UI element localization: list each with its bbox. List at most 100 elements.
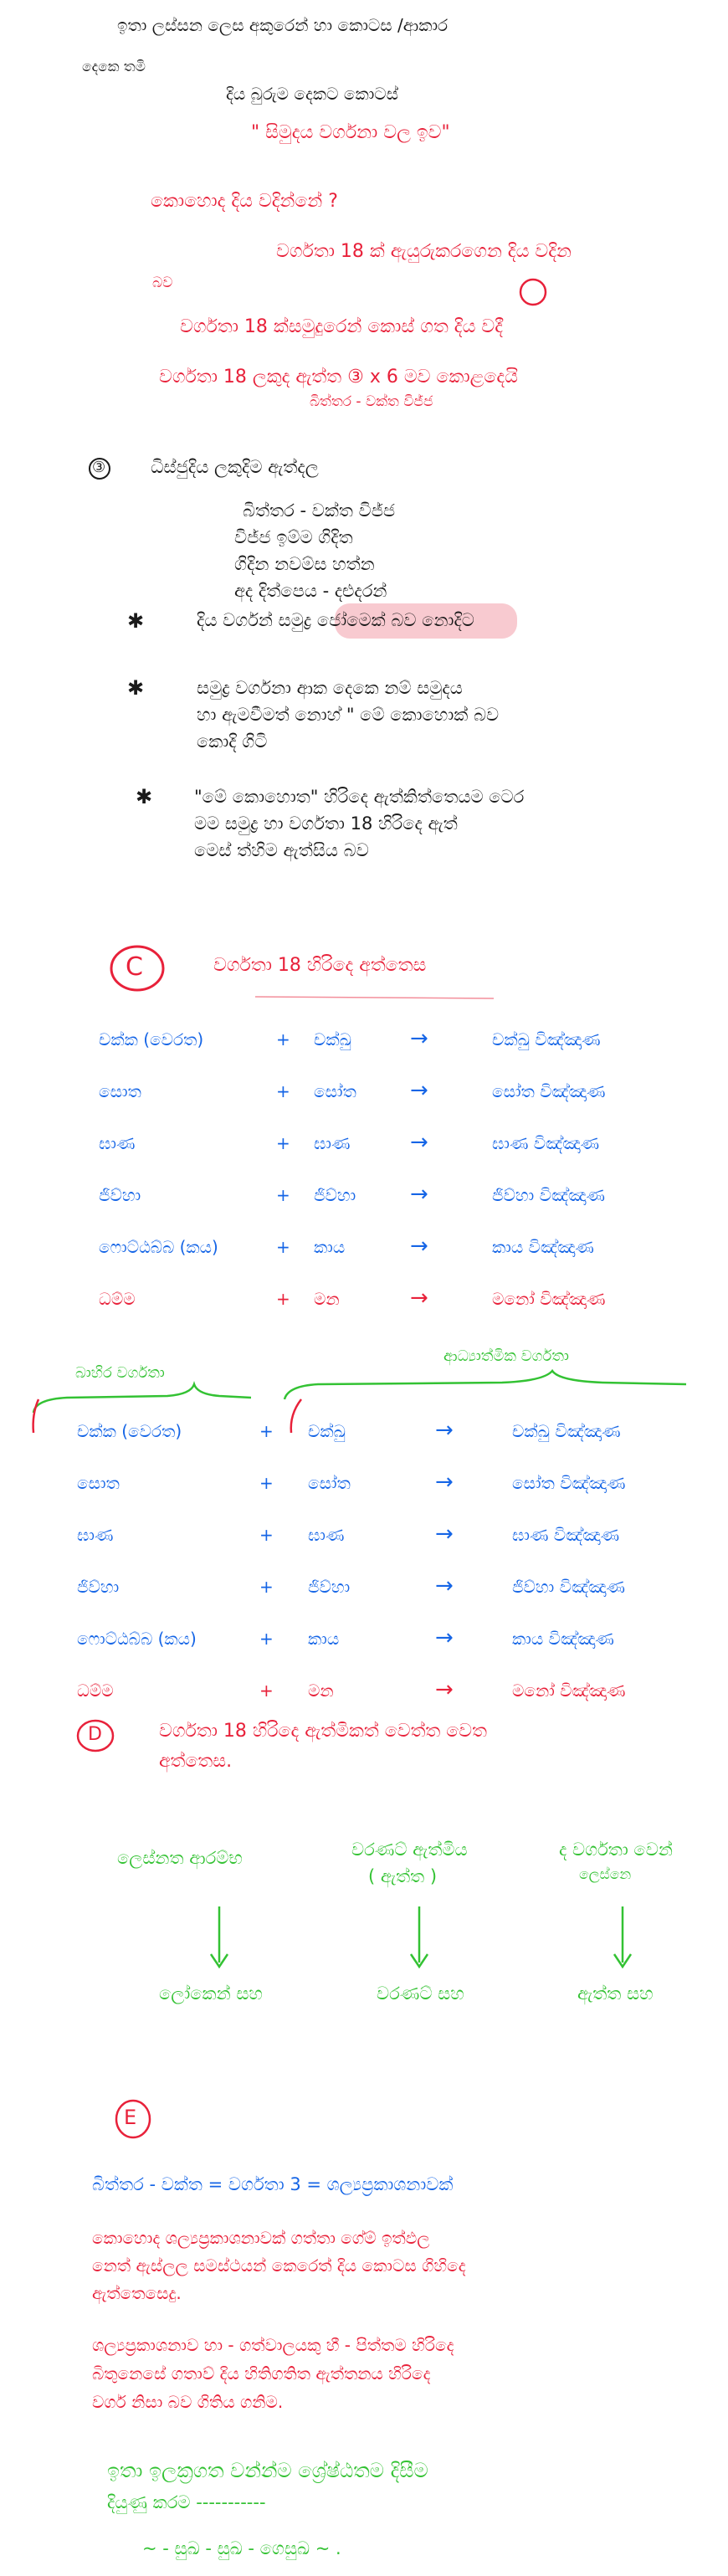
section-d-heading-1: වර්ගතා 18 හිරිදෙ ඇත්මිකත් වෙත්ත වෙත	[159, 1721, 487, 1742]
answer-line-3-sub: බිත්තර - වක්ත විජ්ජ	[310, 393, 433, 410]
plus-sign: +	[276, 1185, 290, 1205]
cell-consciousness: මනෝ විඤ්ඤාණ	[512, 1681, 626, 1701]
plus-sign: +	[259, 1681, 274, 1701]
section-b-item-1: බිත්තර - වක්ත විජ්ජ	[243, 500, 396, 521]
bullet-1-highlight: සමුද්‍ර ජෝමෙක්	[278, 610, 392, 630]
cell-object: කාය	[308, 1629, 340, 1649]
section-b-heading: ධිස්ජුදිය ලකුදිම ඇත්දල	[151, 457, 319, 477]
bullet-3-line-3: මෙස් ත්හිම ඇත්සිය බව	[194, 840, 369, 860]
section-b-item-4: අද දිත්පෙය - දළුදරන්	[234, 581, 387, 601]
label-external: බාහිර වර්ගතා	[75, 1364, 165, 1382]
brace-right	[283, 1368, 687, 1400]
cell-consciousness: ඝාණ විඤ්ඤාණ	[492, 1133, 600, 1153]
cell-object: චක්ඛු	[308, 1421, 346, 1441]
section-e-equation: බිත්තර - වක්ත = වර්ගතා 3 = ශල්‍යප්‍රකාශන…	[92, 2174, 454, 2194]
section-e-circle	[115, 2099, 151, 2139]
cell-organ: ධම්ම	[99, 1289, 136, 1309]
bullet-2-line-3: කොදි ගිටි	[197, 731, 268, 752]
arrow-icon: →	[410, 1026, 428, 1051]
cell-consciousness: ජිව්හා විඤ්ඤාණ	[512, 1577, 625, 1597]
cell-organ: ඝාණ	[77, 1525, 114, 1545]
cell-consciousness: චක්ඛු විඤ්ඤාණ	[492, 1029, 601, 1049]
arrow-icon: →	[435, 1625, 454, 1650]
star-icon: ✱	[136, 785, 153, 808]
brace-left	[32, 1381, 252, 1414]
arrow-icon: →	[410, 1182, 428, 1207]
cell-organ: ජිව්හා	[99, 1185, 141, 1205]
question-text: කොහොද දිය වදින්නේ ?	[151, 191, 338, 212]
cell-object: ඝාණ	[314, 1133, 351, 1153]
section-b-item-2: විජ්ජ ඉම්ම ගිදිත	[234, 527, 353, 547]
arrow-icon: →	[435, 1677, 454, 1702]
answer-line-1: වර්ගතා 18 ක් ඇයුරුකරගෙන දිය වදින	[276, 241, 572, 262]
arrow-icon: →	[435, 1521, 454, 1547]
d-col-1-bottom: ලෝකෙන් සහ	[159, 1983, 263, 2004]
d-col-3-top: ද වර්ගතා වෙන්	[559, 1840, 673, 1860]
highlight-mark	[335, 603, 517, 639]
d-col-2-bottom: වරණට් සහ	[377, 1983, 464, 2004]
arrow-icon: →	[435, 1418, 454, 1443]
section-d-circle	[76, 1719, 115, 1752]
cell-organ: ජිව්හා	[77, 1577, 120, 1597]
cell-object: චක්ඛු	[314, 1029, 351, 1049]
closing-line-1: ඉතා ඉලක්‍රගත වන්න්ම ශ්‍රේෂ්ඨතම දිසීම	[107, 2459, 428, 2482]
header-line-1: ඉතා ලස්සන ලෙස අකුරෙන් හා කොටස /ආකාර	[117, 15, 449, 35]
plus-sign: +	[259, 1473, 274, 1493]
para-2-line-1: ශල්‍යප්‍රකාශනාව හා - ගත්වාලයකු හී - පිත්…	[92, 2335, 454, 2355]
section-d-marker: D	[88, 1724, 102, 1745]
section-e-marker: E	[124, 2106, 137, 2129]
cell-object: ජිව්හා	[308, 1577, 351, 1597]
cell-consciousness: කාය විඤ්ඤාණ	[492, 1237, 594, 1257]
cell-object: මන	[314, 1289, 340, 1309]
para-1-line-2: නෙත් ඇස්ලල සමස්ථයන් කෙරෙත් දිය කොටස ගිහි…	[92, 2255, 466, 2276]
label-internal: ආධ්‍යාත්මික වර්ගතා	[443, 1347, 569, 1365]
section-c-heading: වර්ගතා 18 හිරිදෙ අත්තෙස	[213, 955, 427, 976]
section-c-marker: C	[126, 952, 143, 982]
cell-organ: සොත	[77, 1473, 120, 1493]
header-line-3: දිය බුරුම දෙකට කොටස්	[226, 84, 399, 104]
bullet-2-line-2: හා ඇමවීමත් නොහ් " මේ කොහොක් බව	[197, 705, 500, 725]
cell-consciousness: කාය විඤ්ඤාණ	[512, 1629, 614, 1649]
cell-consciousness: ඝාණ විඤ්ඤාණ	[512, 1525, 620, 1545]
section-c-circle	[110, 945, 165, 992]
cell-consciousness: චක්ඛු විඤ්ඤාණ	[512, 1421, 621, 1441]
bullet-3-line-2: මම සමුද්‍ර හා වර්ගතා 18 හිරිදෙ ඇත්	[194, 813, 458, 834]
plus-sign: +	[276, 1133, 290, 1153]
cell-object: කාය	[314, 1237, 346, 1257]
cell-consciousness: ජිව්හා විඤ්ඤාණ	[492, 1185, 605, 1205]
header-title: " සිමුදය වර්ගනා වල ඉව"	[251, 122, 450, 143]
signature: ~ - සුඛ - සුඛ - ගෙසුඛ ~ .	[142, 2538, 341, 2558]
cell-object: සෝත	[314, 1081, 356, 1101]
plus-sign: +	[259, 1629, 274, 1649]
star-icon: ✱	[127, 609, 145, 633]
cell-organ: චක්ක (වෙරත)	[99, 1029, 204, 1049]
arrow-icon: →	[410, 1078, 428, 1103]
plus-sign: +	[276, 1029, 290, 1049]
cell-object: මන	[308, 1681, 334, 1701]
d-col-3-bottom: ඇත්ත සහ	[577, 1983, 654, 2004]
plus-sign: +	[259, 1577, 274, 1597]
cell-consciousness: මනෝ විඤ්ඤාණ	[492, 1289, 606, 1309]
cell-organ: චක්ක (වෙරත)	[77, 1421, 182, 1441]
star-icon: ✱	[127, 676, 145, 700]
para-1-line-1: කොහොද ශල්‍යප්‍රකාශනාවක් ගත්තා ගේම් ඉත්ඵල	[92, 2228, 430, 2248]
bullet-1-text: දිය වර්ගන් සමුද්‍ර ජෝමෙක් බව නොදිට	[197, 610, 474, 630]
plus-sign: +	[276, 1289, 290, 1309]
plus-sign: +	[276, 1081, 290, 1101]
cell-object: සෝත	[308, 1473, 351, 1493]
bullet-2-line-1: සමුද්‍ර වර්ගනා ආක දෙකෙ නම් සමුදය	[197, 678, 463, 698]
cell-organ: ධම්ම	[77, 1681, 114, 1701]
cell-organ: සොත	[99, 1081, 141, 1101]
plus-sign: +	[259, 1525, 274, 1545]
section-b-marker: ③	[92, 459, 106, 476]
d-col-2-top2: ( ඇත්ත )	[368, 1866, 438, 1886]
d-col-2-top: වරණට් ඇත්මිය	[351, 1840, 468, 1860]
cell-object: ජිව්හා	[314, 1185, 356, 1205]
d-col-3-top2: ලෙස්නෙ	[579, 1866, 632, 1883]
plus-sign: +	[259, 1421, 274, 1441]
arrow-icon: →	[435, 1573, 454, 1598]
cell-object: ඝාණ	[308, 1525, 345, 1545]
cell-organ: ෆොට්ඨබ්බ (කය)	[77, 1629, 197, 1649]
